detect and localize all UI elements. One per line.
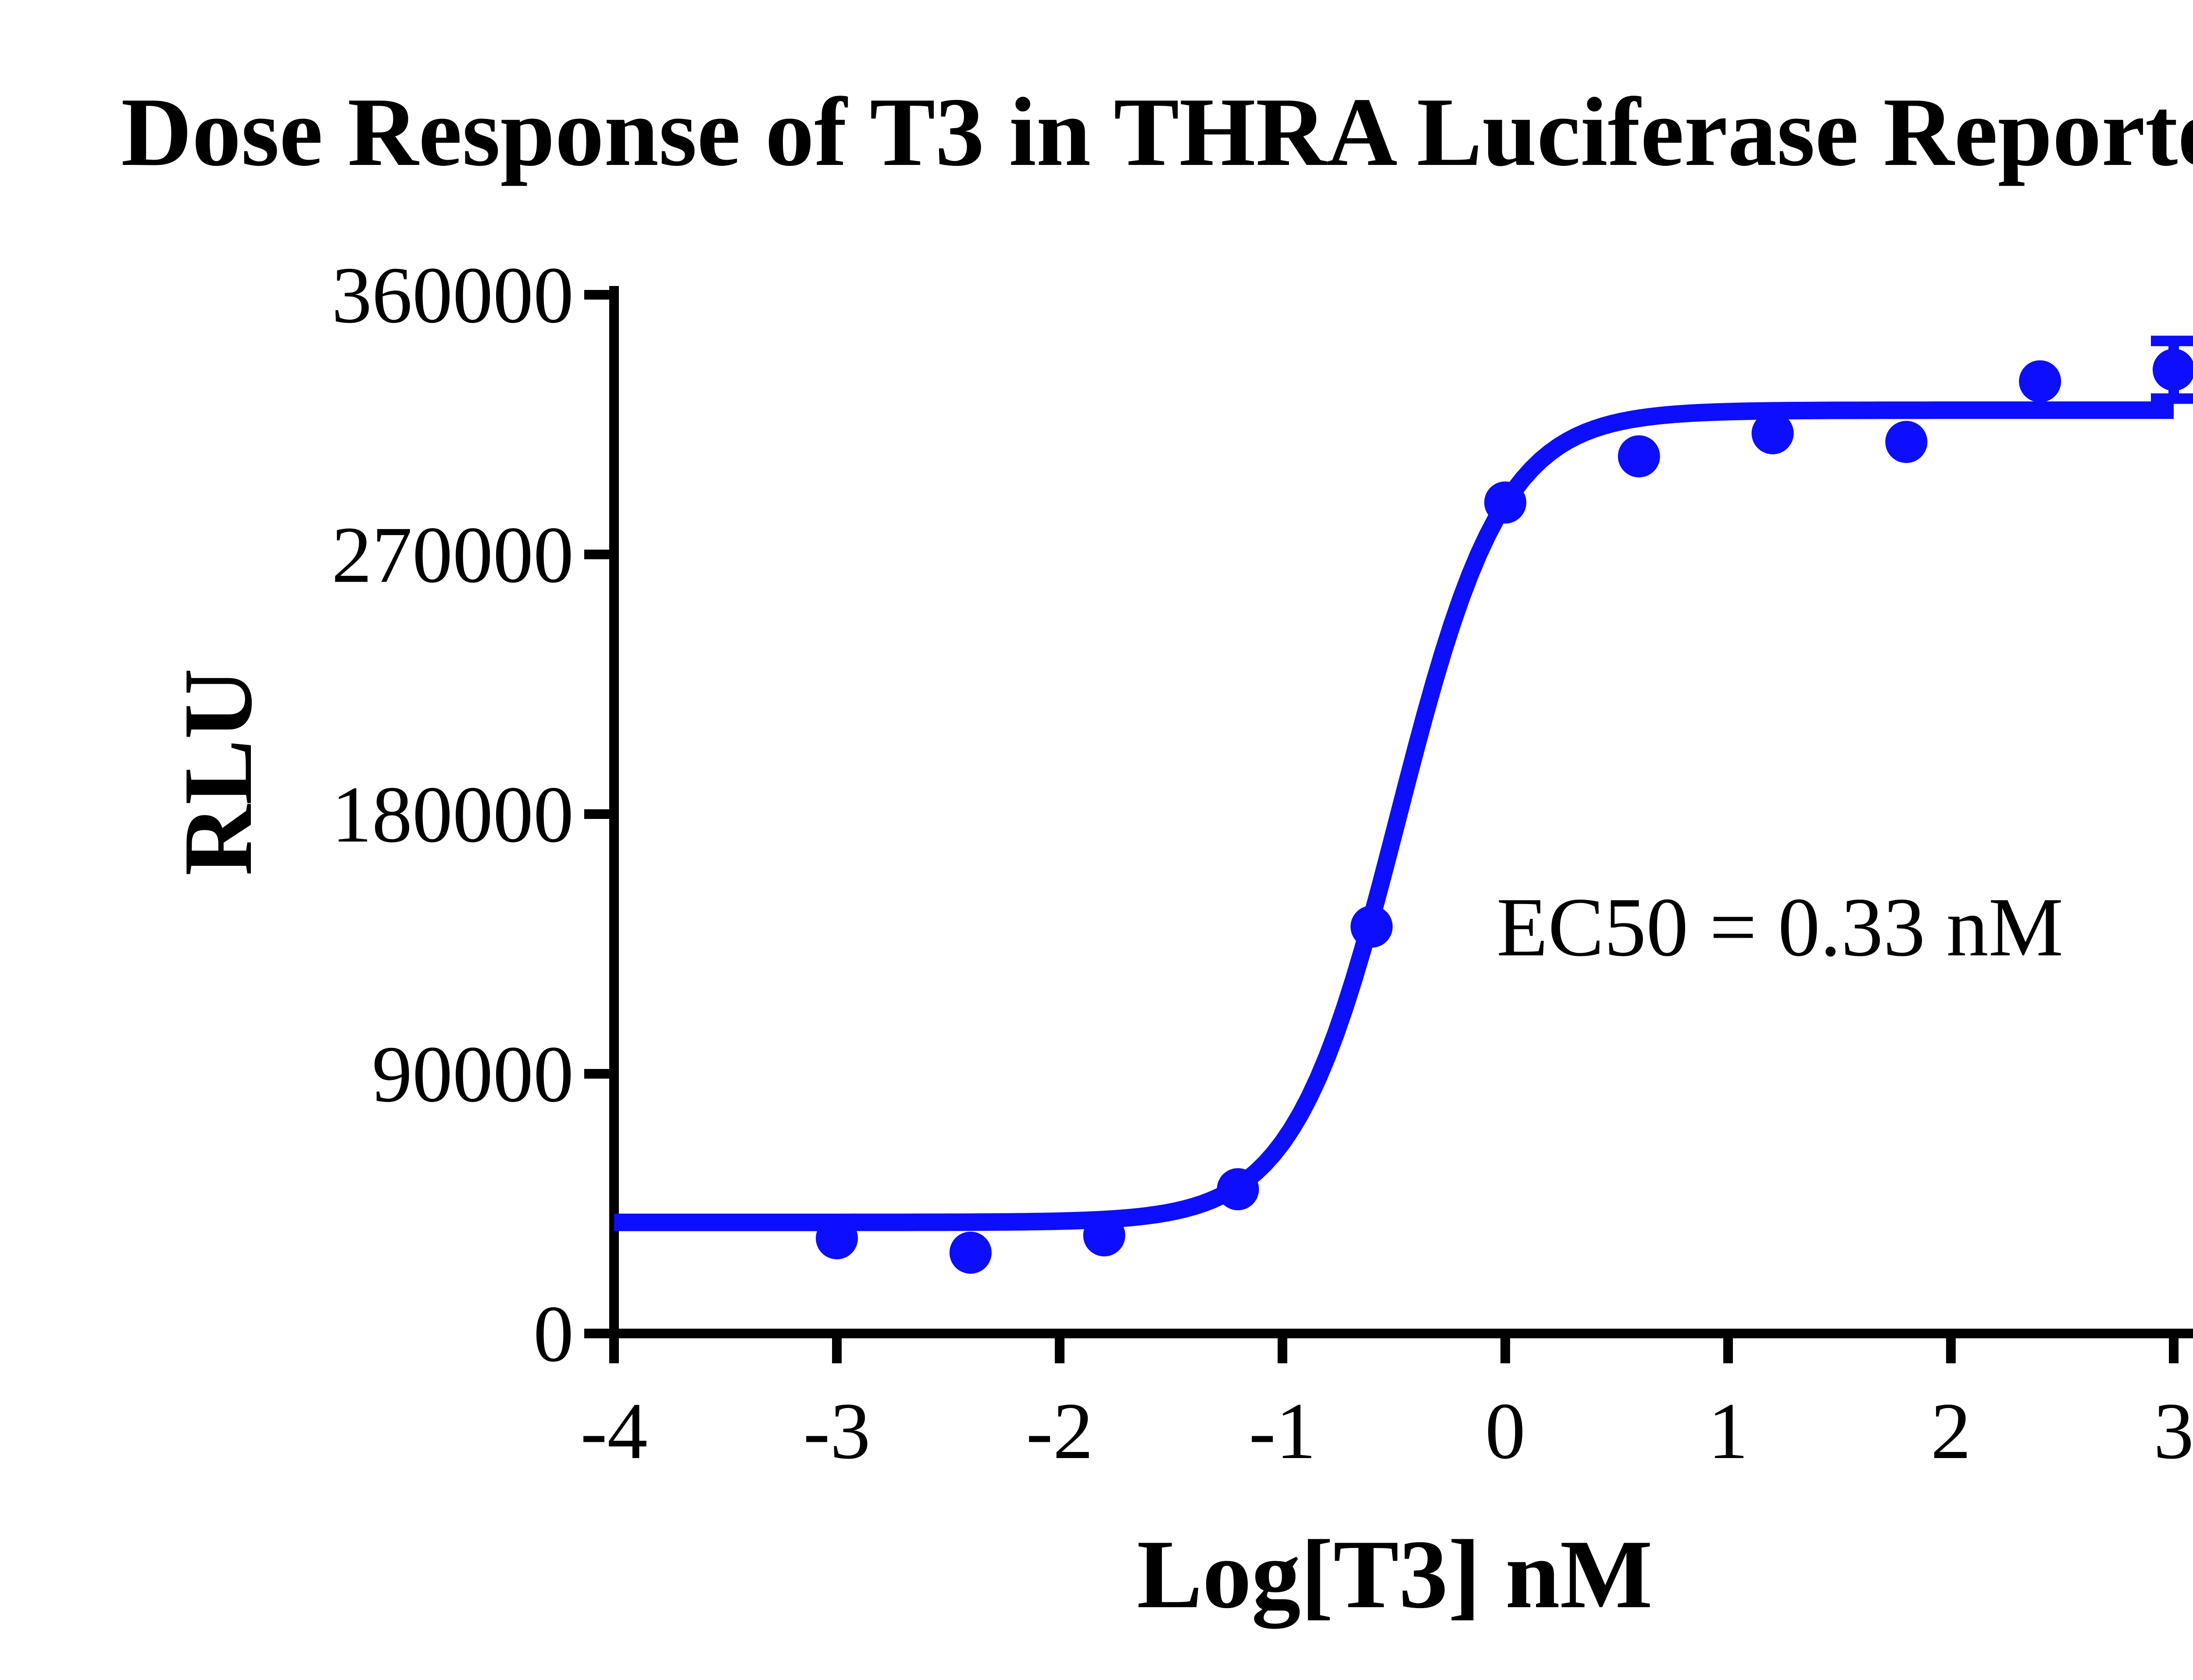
data-point bbox=[1217, 1168, 1259, 1211]
x-tick-label: -4 bbox=[580, 1386, 647, 1476]
y-tick-label: 180000 bbox=[332, 770, 574, 859]
data-point bbox=[949, 1231, 992, 1274]
data-point bbox=[1350, 905, 1393, 948]
ec50-annotation: EC50 = 0.33 nM bbox=[1497, 882, 2064, 975]
x-tick-label: -2 bbox=[1026, 1386, 1093, 1476]
y-tick-label: 360000 bbox=[332, 250, 574, 340]
x-tick-label: 1 bbox=[1708, 1386, 1748, 1476]
y-tick-label: 0 bbox=[533, 1289, 574, 1379]
data-point bbox=[2019, 360, 2061, 403]
chart-title: Dose Response of T3 in THRA Luciferase R… bbox=[121, 79, 2193, 188]
data-point bbox=[1484, 481, 1526, 524]
data-point bbox=[1083, 1214, 1125, 1257]
y-tick-label: 90000 bbox=[372, 1029, 574, 1119]
data-point bbox=[816, 1217, 858, 1259]
fit-curve bbox=[614, 401, 2174, 1231]
y-tick-label: 270000 bbox=[332, 510, 574, 600]
x-tick-label: 0 bbox=[1485, 1386, 1525, 1476]
data-point bbox=[1618, 435, 1660, 478]
x-tick-label: -1 bbox=[1249, 1386, 1316, 1476]
x-tick-label: -3 bbox=[803, 1386, 870, 1476]
data-point bbox=[1751, 412, 1794, 454]
data-point bbox=[2153, 349, 2193, 391]
x-axis-title: Log[T3] nM bbox=[1137, 1521, 1653, 1630]
x-tick-label: 3 bbox=[2154, 1386, 2193, 1476]
x-tick-label: 2 bbox=[1931, 1386, 1971, 1476]
data-point bbox=[1885, 421, 1928, 463]
